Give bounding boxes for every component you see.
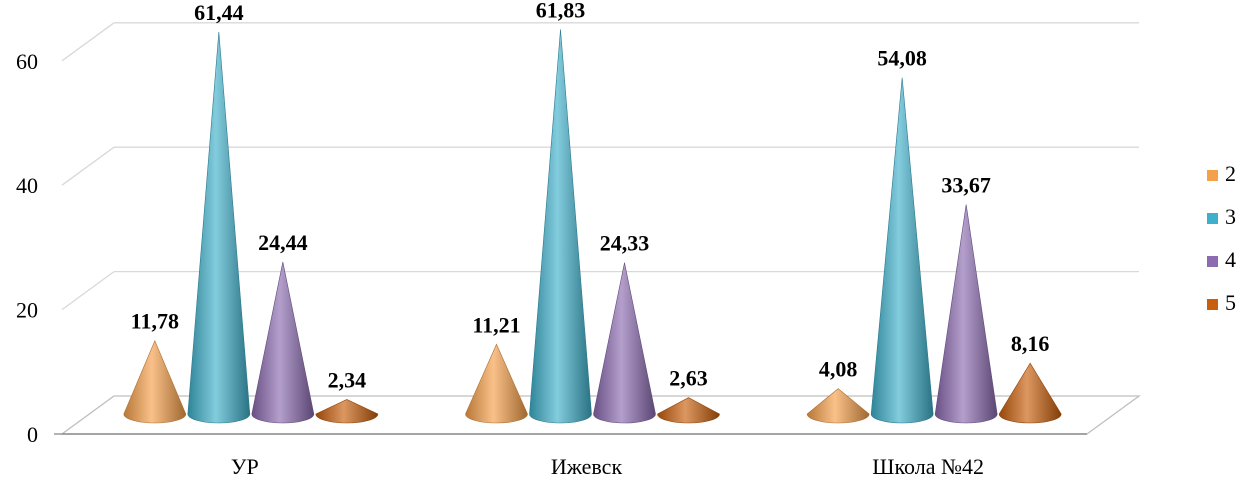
cone-bar xyxy=(529,29,592,424)
legend-swatch xyxy=(1207,170,1218,181)
category-label: Ижевск xyxy=(551,454,623,479)
data-label: 11,78 xyxy=(131,309,179,334)
cone-bar xyxy=(123,339,187,424)
legend-label: 5 xyxy=(1225,290,1236,315)
y-tick-label: 60 xyxy=(16,49,38,74)
x-axis: УР Ижевск Школа №42 xyxy=(231,454,984,479)
y-tick-label: 40 xyxy=(16,173,38,198)
cone-bar xyxy=(870,77,934,424)
legend-label: 3 xyxy=(1225,204,1236,229)
legend-swatch xyxy=(1207,213,1218,224)
cone-bar xyxy=(657,397,720,424)
legend-swatch xyxy=(1207,256,1218,267)
cone-bar xyxy=(806,388,870,424)
legend-label: 2 xyxy=(1225,161,1236,186)
data-label: 61,44 xyxy=(194,0,244,25)
data-label: 11,21 xyxy=(472,312,520,337)
legend-swatch xyxy=(1207,299,1218,310)
data-label: 61,83 xyxy=(536,0,586,22)
data-label: 54,08 xyxy=(877,46,927,71)
grid-diagonal xyxy=(61,146,115,186)
legend: 2 3 4 5 xyxy=(1207,161,1236,315)
cone-bar xyxy=(998,362,1062,424)
category-label: УР xyxy=(231,454,259,479)
cone-bar xyxy=(934,204,998,424)
data-label: 33,67 xyxy=(941,173,991,198)
category-label: Школа №42 xyxy=(872,454,984,479)
cone-bar xyxy=(593,262,656,424)
cone-bar xyxy=(187,31,251,424)
cone-bar xyxy=(465,343,528,424)
cone-bar xyxy=(315,399,379,424)
grid-diagonal xyxy=(61,271,115,311)
data-labels: 11,78 61,44 24,44 2,34 11,21 61,83 24,33 2,63 4,… xyxy=(131,0,1050,392)
data-label: 2,63 xyxy=(669,366,708,391)
plot-area xyxy=(123,29,1062,424)
data-label: 24,44 xyxy=(258,230,308,255)
data-label: 2,34 xyxy=(328,367,367,392)
cone-bar xyxy=(251,261,315,424)
data-label: 24,33 xyxy=(600,231,650,256)
grid-diagonal xyxy=(61,22,115,62)
y-axis: 0 20 40 60 xyxy=(16,49,38,447)
data-label: 8,16 xyxy=(1011,331,1050,356)
legend-label: 4 xyxy=(1225,247,1236,272)
y-tick-label: 0 xyxy=(27,422,38,447)
y-tick-label: 20 xyxy=(16,298,38,323)
data-label: 4,08 xyxy=(819,357,858,382)
